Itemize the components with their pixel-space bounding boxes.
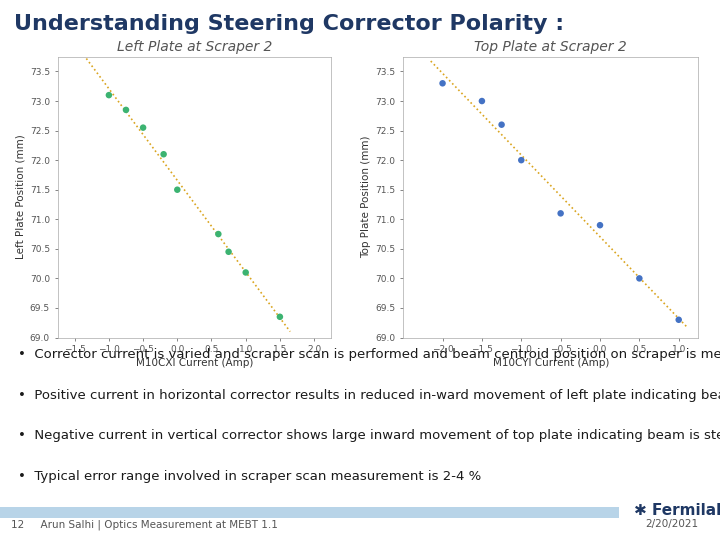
Point — [103, 91, 114, 99]
Point — [274, 313, 286, 321]
Y-axis label: Top Plate Position (mm): Top Plate Position (mm) — [361, 136, 372, 258]
Text: 2/20/2021: 2/20/2021 — [645, 519, 698, 530]
Text: 12     Arun Salhi | Optics Measurement at MEBT 1.1: 12 Arun Salhi | Optics Measurement at ME… — [11, 519, 278, 530]
Point — [138, 123, 149, 132]
Point — [476, 97, 487, 105]
Point — [158, 150, 169, 159]
Y-axis label: Left Plate Position (mm): Left Plate Position (mm) — [16, 134, 26, 260]
Text: •  Corrector current is varied and scraper scan is performed and beam centroid p: • Corrector current is varied and scrape… — [18, 348, 720, 361]
Point — [171, 185, 183, 194]
Point — [437, 79, 449, 87]
Text: Understanding Steering Corrector Polarity :: Understanding Steering Corrector Polarit… — [14, 14, 564, 33]
Point — [673, 315, 685, 324]
Point — [222, 247, 234, 256]
Point — [212, 230, 224, 238]
X-axis label: M10CYI Current (Amp): M10CYI Current (Amp) — [492, 359, 609, 368]
Point — [496, 120, 508, 129]
Point — [594, 221, 606, 230]
Text: Left Plate at Scraper 2: Left Plate at Scraper 2 — [117, 40, 272, 54]
X-axis label: M10CXI Current (Amp): M10CXI Current (Amp) — [135, 359, 253, 368]
Point — [120, 106, 132, 114]
Text: •  Negative current in vertical corrector shows large inward movement of top pla: • Negative current in vertical corrector… — [18, 429, 720, 442]
Text: •  Positive current in horizontal corrector results in reduced in-ward movement : • Positive current in horizontal correct… — [18, 389, 720, 402]
Point — [555, 209, 567, 218]
Text: Top Plate at Scraper 2: Top Plate at Scraper 2 — [474, 40, 627, 54]
Text: •  Typical error range involved in scraper scan measurement is 2-4 %: • Typical error range involved in scrape… — [18, 470, 481, 483]
Text: ✱ Fermilab: ✱ Fermilab — [634, 503, 720, 518]
Point — [240, 268, 251, 277]
Point — [516, 156, 527, 165]
Point — [634, 274, 645, 283]
